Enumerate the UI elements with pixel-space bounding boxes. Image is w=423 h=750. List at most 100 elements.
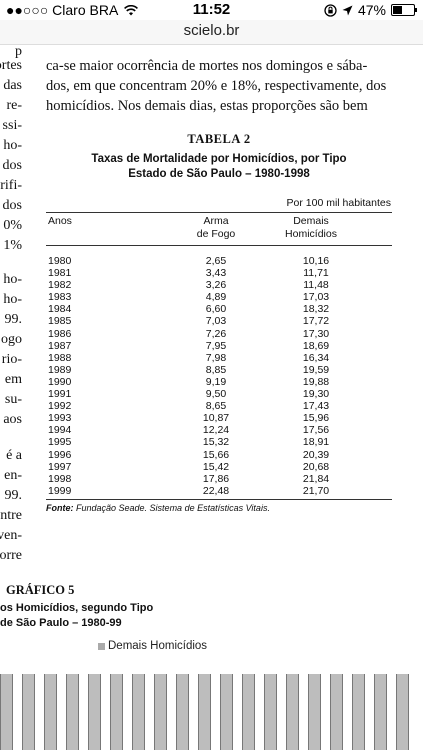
- cell-year: 1991: [48, 388, 72, 401]
- cell-year: 1995: [48, 436, 72, 449]
- table-top-rule: [46, 212, 392, 213]
- left-fragment: das: [3, 78, 22, 93]
- cell-demais: 21,70: [302, 484, 330, 497]
- cell-year: 1997: [48, 460, 72, 473]
- table-row: 1995 15,32 18,91: [46, 436, 392, 448]
- cell-arma: 15,42: [202, 460, 230, 473]
- chart-bar: [242, 674, 255, 750]
- cell-arma: 9,50: [205, 388, 227, 401]
- battery-icon: [391, 4, 417, 16]
- cell-year: 1980: [48, 255, 72, 267]
- cell-demais: 17,03: [302, 291, 330, 304]
- table-subtitle-region: Estado de São Paulo – 1980-1998: [128, 168, 310, 180]
- left-fragment: en-: [4, 468, 22, 483]
- chart-bar: [22, 674, 35, 750]
- table-row: 1986 7,26 17,30: [46, 328, 392, 340]
- col-header-demais-line2: Homicídios: [285, 228, 337, 240]
- cell-arma: 8,65: [205, 400, 227, 413]
- source-label: Fonte:: [46, 503, 74, 513]
- table-row: 1992 8,65 17,43: [46, 400, 392, 412]
- chart-bar: [374, 674, 387, 750]
- left-fragment: dos: [2, 158, 22, 173]
- chart-legend: Demais Homicídios: [98, 640, 207, 652]
- legend-swatch: [98, 642, 105, 650]
- cell-year: 1981: [48, 267, 72, 280]
- cell-arma: 4,89: [205, 291, 227, 304]
- table-row: 1991 9,50 19,30: [46, 388, 392, 400]
- chart-bar: [44, 674, 57, 750]
- cell-arma: 9,19: [205, 375, 227, 388]
- cell-demais: 19,30: [302, 388, 330, 401]
- chart-bar: [220, 674, 233, 750]
- table-row: 1982 3,26 11,48: [46, 279, 392, 291]
- url-domain[interactable]: scielo.br: [183, 22, 240, 39]
- chart-bar: [308, 674, 321, 750]
- cell-arma: 3,26: [205, 279, 227, 292]
- cell-arma: 7,95: [205, 339, 227, 352]
- table-row: 1999 22,48 21,70: [46, 485, 392, 497]
- table-unit: Por 100 mil habitantes: [286, 197, 391, 209]
- table-row: 1981 3,43 11,71: [46, 267, 392, 279]
- cell-year: 1984: [48, 303, 72, 316]
- address-bar[interactable]: scielo.br: [0, 20, 423, 45]
- cell-year: 1988: [48, 351, 72, 364]
- document-page: portes das re-ssi-ho-dos rifi-dos 0% 1% ho-ho-…: [0, 44, 423, 750]
- col-header-arma-line1: Arma: [203, 215, 229, 227]
- table-row: 1988 7,98 16,34: [46, 352, 392, 364]
- cell-demais: 21,84: [302, 472, 330, 485]
- cell-arma: 22,48: [202, 484, 230, 497]
- table-header-rule: [46, 245, 392, 246]
- legend-label: Demais Homicídios: [108, 640, 208, 652]
- cell-year: 1993: [48, 412, 72, 425]
- cell-year: 1989: [48, 363, 72, 376]
- left-fragment: rifi-: [0, 178, 22, 193]
- cell-year: 1992: [48, 400, 72, 413]
- chart-bar: [396, 674, 409, 750]
- cell-demais: 17,72: [302, 315, 330, 328]
- cell-year: 1987: [48, 339, 72, 352]
- cell-demais: 19,88: [302, 375, 330, 388]
- table-row: 1983 4,89 17,03: [46, 291, 392, 303]
- table-row: 1996 15,66 20,39: [46, 449, 392, 461]
- left-fragment: em: [4, 372, 22, 387]
- cell-arma: 17,86: [202, 472, 230, 485]
- table-row: 1990 9,19 19,88: [46, 376, 392, 388]
- cell-arma: 7,03: [205, 315, 227, 328]
- paragraph-line: ca-se maior ocorrência de mortes nos dom…: [46, 58, 368, 74]
- table-bottom-rule: [46, 499, 392, 500]
- left-fragment: su-: [4, 392, 22, 407]
- table-row: 1993 10,87 15,96: [46, 412, 392, 424]
- wifi-icon: [124, 4, 139, 16]
- cell-arma: 12,24: [202, 424, 230, 437]
- left-fragment: ven-: [0, 528, 22, 543]
- left-fragment: 1%: [3, 238, 22, 253]
- chart-bar: [352, 674, 365, 750]
- chart-bar: [110, 674, 123, 750]
- left-fragment: ssi-: [2, 118, 22, 133]
- table-row: 1984 6,60 18,32: [46, 303, 392, 315]
- cell-year: 1998: [48, 472, 72, 485]
- table-row: 1980 2,65 10,16: [46, 255, 392, 267]
- left-fragment: aos: [3, 412, 22, 427]
- cell-demais: 20,39: [302, 448, 330, 461]
- left-fragment: ho-: [3, 292, 22, 307]
- left-fragment: re-: [6, 98, 22, 113]
- table-source: Fonte: Fundação Seade. Sistema de Estatí…: [46, 503, 270, 513]
- chart-subtitle: os Homicídios, segundo Tipo: [0, 602, 154, 614]
- left-fragment: dos: [2, 198, 22, 213]
- cell-demais: 15,96: [302, 412, 330, 425]
- chart-bar: [66, 674, 79, 750]
- body-paragraph: ca-se maior ocorrência de mortes nos dom…: [46, 56, 392, 116]
- source-text: Fundação Seade. Sistema de Estatísticas …: [73, 503, 270, 513]
- table-body: 1980 2,65 10,16 1981 3,43 11,71 1982 3,26 11,48 1…: [46, 255, 392, 497]
- chart-bar: [198, 674, 211, 750]
- cell-demais: 17,43: [302, 400, 330, 413]
- chart-title: GRÁFICO 5: [6, 583, 75, 597]
- left-fragment: ho-: [3, 138, 22, 153]
- chart-bar: [286, 674, 299, 750]
- battery-percent: 47%: [357, 2, 386, 18]
- chart-bar: [132, 674, 145, 750]
- col-header-demais: Demais Homicídios: [276, 215, 346, 241]
- carrier-text: ●●○○○ Claro BRA: [6, 2, 118, 18]
- chart-bar: [330, 674, 343, 750]
